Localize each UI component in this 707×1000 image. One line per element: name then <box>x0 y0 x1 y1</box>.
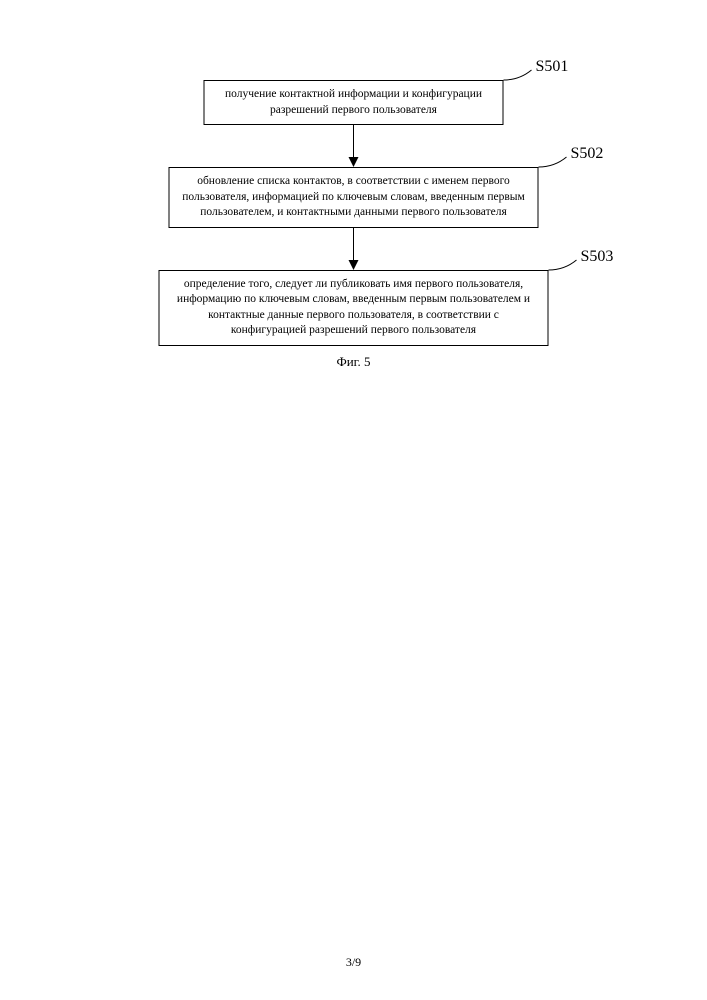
figure-caption: Фиг. 5 <box>0 354 707 370</box>
flow-node-s502: обновление списка контактов, в соответст… <box>169 167 539 228</box>
flow-node-s501: получение контактной информации и конфиг… <box>204 80 504 125</box>
page: { "flowchart": { "type": "flowchart", "b… <box>0 0 707 1000</box>
step-label-s502: S502 <box>571 145 604 163</box>
step-label-s503: S503 <box>581 248 614 266</box>
flow-node-text: определение того, следует ли публиковать… <box>177 278 530 337</box>
flow-node-text: обновление списка контактов, в соответст… <box>182 175 525 218</box>
step-label-s501: S501 <box>536 58 569 76</box>
flow-node-text: получение контактной информации и конфиг… <box>225 88 482 116</box>
flowchart: получение контактной информации и конфиг… <box>0 80 707 370</box>
flow-node-s503: определение того, следует ли публиковать… <box>159 270 549 346</box>
page-number: 3/9 <box>0 955 707 970</box>
